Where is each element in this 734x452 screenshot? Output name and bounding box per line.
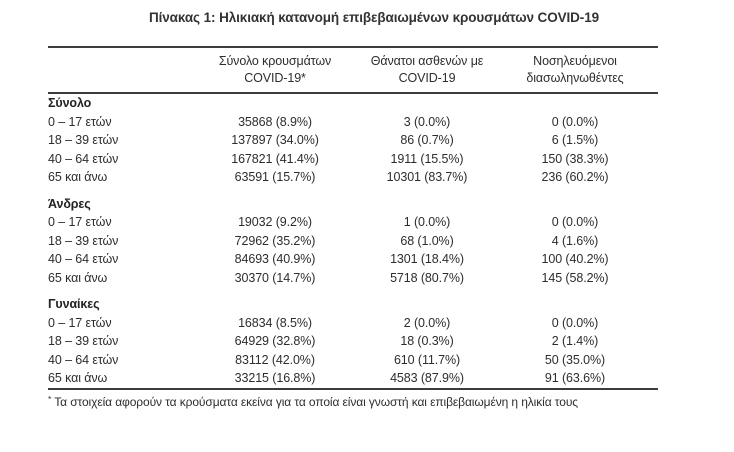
intubated-value: 91 (63.6%) (544, 371, 606, 385)
table-row: 0 – 17 ετών 35868 (8.9%) 3 (0.0%) 0 (0.0… (48, 113, 658, 132)
table-row: 40 – 64 ετών 83112 (42.0%) 610 (11.7%) 5… (48, 351, 658, 370)
age-label: 40 – 64 ετών (48, 151, 119, 166)
section-header-total: Σύνολο (48, 93, 658, 113)
age-label: 18 – 39 ετών (48, 334, 119, 348)
cases-value: 19032 (9.2%) (238, 215, 312, 229)
age-label: 65 και άνω (48, 170, 108, 184)
intubated-value: 100 (40.2%) (541, 252, 609, 266)
column-header-cases-line1: Σύνολο κρουσμάτων (218, 54, 332, 68)
intubated-value: 0 (0.0%) (551, 315, 599, 330)
table-row: 18 – 39 ετών 64929 (32.8%) 18 (0.3%) 2 (… (48, 332, 658, 351)
intubated-value: 236 (60.2%) (541, 170, 609, 184)
deaths-value: 18 (0.3%) (400, 334, 454, 348)
intubated-value: 150 (38.3%) (541, 151, 609, 166)
age-label: 0 – 17 ετών (48, 315, 112, 330)
table-row: 40 – 64 ετών 167821 (41.4%) 1911 (15.5%)… (48, 150, 658, 169)
age-label: 18 – 39 ετών (48, 133, 119, 147)
column-header-cases: Σύνολο κρουσμάτων COVID-19* (188, 47, 362, 93)
deaths-value: 1911 (15.5%) (390, 151, 464, 166)
age-label: 18 – 39 ετών (48, 233, 119, 248)
section-label: Άνδρες (48, 196, 91, 211)
column-header-deaths-line2: COVID-19 (398, 71, 456, 85)
cases-value: 64929 (32.8%) (234, 334, 316, 348)
covid-age-table: Σύνολο κρουσμάτων COVID-19* Θάνατοι ασθε… (48, 46, 658, 390)
deaths-value: 4583 (87.9%) (390, 371, 464, 385)
cases-value: 33215 (16.8%) (234, 371, 316, 385)
cases-value: 16834 (8.5%) (238, 315, 312, 330)
intubated-value: 50 (35.0%) (544, 352, 606, 367)
deaths-value: 610 (11.7%) (393, 352, 461, 367)
table-body: Σύνολο 0 – 17 ετών 35868 (8.9%) 3 (0.0%)… (48, 93, 658, 389)
cases-value: 35868 (8.9%) (238, 114, 312, 129)
table-row: 40 – 64 ετών 84693 (40.9%) 1301 (18.4%) … (48, 250, 658, 269)
deaths-value: 1301 (18.4%) (390, 252, 464, 266)
cases-value: 30370 (14.7%) (234, 270, 316, 285)
table-row: 18 – 39 ετών 72962 (35.2%) 68 (1.0%) 4 (… (48, 232, 658, 251)
age-label: 0 – 17 ετών (48, 114, 112, 129)
footnote-asterisk: * (48, 394, 52, 404)
deaths-value: 3 (0.0%) (403, 114, 451, 129)
age-label: 65 και άνω (48, 270, 108, 285)
deaths-value: 1 (0.0%) (403, 215, 451, 229)
table-title: Πίνακας 1: Ηλικιακή κατανομή επιβεβαιωμέ… (148, 10, 600, 25)
column-header-intubated: Νοσηλευόμενοι διασωληνωθέντες (492, 47, 658, 93)
intubated-value: 2 (1.4%) (551, 334, 599, 348)
column-header-intubated-line2: διασωληνωθέντες (526, 71, 624, 85)
table-row: 65 και άνω 33215 (16.8%) 4583 (87.9%) 91… (48, 369, 658, 389)
intubated-value: 4 (1.6%) (551, 233, 599, 248)
age-label: 40 – 64 ετών (48, 252, 119, 266)
footnote-text: Τα στοιχεία αφορούν τα κρούσματα εκείνα … (54, 395, 578, 409)
footnote: * Τα στοιχεία αφορούν τα κρούσματα εκείνα… (48, 394, 708, 409)
column-header-intubated-line1: Νοσηλευόμενοι (533, 54, 617, 68)
deaths-value: 86 (0.7%) (400, 133, 454, 147)
deaths-value: 2 (0.0%) (403, 315, 451, 330)
deaths-value: 5718 (80.7%) (390, 270, 464, 285)
intubated-value: 6 (1.5%) (551, 133, 599, 147)
cases-value: 137897 (34.0%) (231, 133, 319, 147)
table-row: 0 – 17 ετών 16834 (8.5%) 2 (0.0%) 0 (0.0… (48, 314, 658, 333)
column-header-empty (48, 47, 188, 93)
intubated-value: 0 (0.0%) (551, 114, 599, 129)
section-header-men: Άνδρες (48, 187, 658, 214)
intubated-value: 0 (0.0%) (551, 215, 599, 229)
section-label: Γυναίκες (48, 297, 100, 311)
cases-value: 72962 (35.2%) (234, 233, 316, 248)
deaths-value: 10301 (83.7%) (386, 170, 468, 184)
table-row: 65 και άνω 30370 (14.7%) 5718 (80.7%) 14… (48, 269, 658, 288)
cases-value: 63591 (15.7%) (234, 170, 316, 184)
column-header-cases-line2: COVID-19* (244, 71, 306, 85)
column-header-deaths-line1: Θάνατοι ασθενών με (370, 54, 484, 68)
intubated-value: 145 (58.2%) (541, 270, 609, 285)
column-header-deaths: Θάνατοι ασθενών με COVID-19 (362, 47, 492, 93)
age-label: 40 – 64 ετών (48, 352, 119, 367)
deaths-value: 68 (1.0%) (400, 233, 454, 248)
section-label: Σύνολο (48, 96, 92, 110)
section-header-women: Γυναίκες (48, 287, 658, 314)
cases-value: 167821 (41.4%) (231, 151, 319, 166)
table-row: 65 και άνω 63591 (15.7%) 10301 (83.7%) 2… (48, 168, 658, 187)
table-row: 0 – 17 ετών 19032 (9.2%) 1 (0.0%) 0 (0.0… (48, 213, 658, 232)
cases-value: 83112 (42.0%) (235, 352, 315, 367)
table-row: 18 – 39 ετών 137897 (34.0%) 86 (0.7%) 6 … (48, 131, 658, 150)
cases-value: 84693 (40.9%) (234, 252, 316, 266)
age-label: 0 – 17 ετών (48, 215, 112, 229)
table-header: Σύνολο κρουσμάτων COVID-19* Θάνατοι ασθε… (48, 47, 658, 93)
age-label: 65 και άνω (48, 371, 108, 385)
